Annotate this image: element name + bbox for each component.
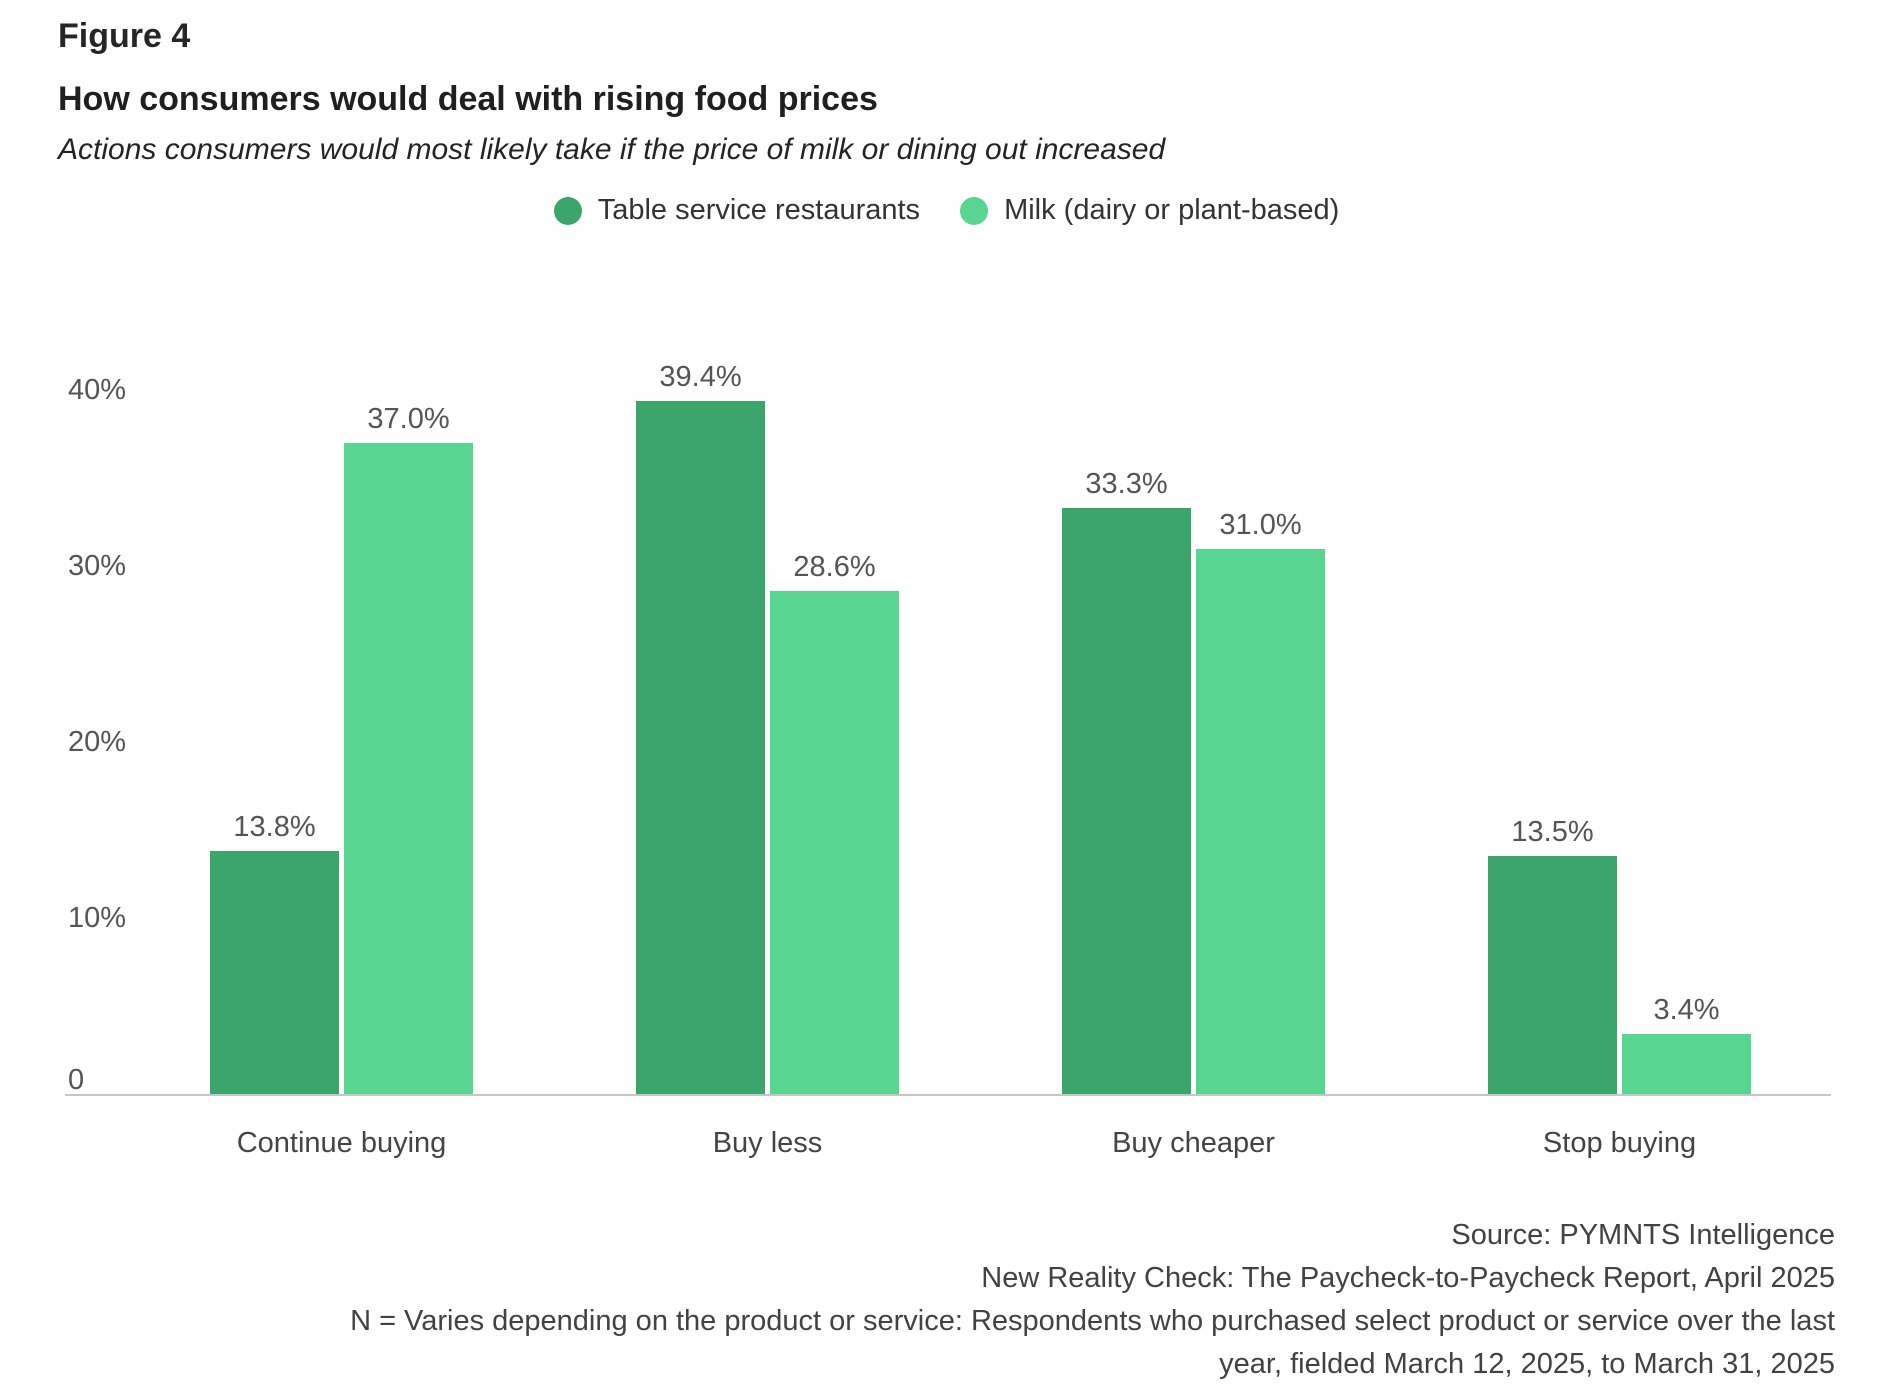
legend-item-table-service-restaurants: Table service restaurants — [553, 194, 921, 227]
category-group-buy-less: 39.4% 28.6% Buy less — [636, 355, 899, 1159]
legend-dot-icon — [553, 196, 582, 225]
y-axis-tick-0: 0 — [68, 1064, 85, 1096]
legend-item-milk: Milk (dairy or plant-based) — [960, 194, 1339, 227]
bar-value-label: 28.6% — [793, 550, 876, 583]
bar-value-label: 13.5% — [1511, 816, 1594, 849]
bar-value-label: 37.0% — [367, 402, 450, 435]
bar-table-service-restaurants-continue-buying: 13.8% — [210, 811, 339, 1094]
y-axis-tick-40: 40% — [68, 374, 127, 407]
legend-label: Table service restaurants — [597, 194, 921, 226]
source-note: Source: PYMNTS Intelligence New Reality … — [58, 1214, 1835, 1386]
bar-table-service-restaurants-stop-buying: 13.5% — [1488, 816, 1617, 1094]
x-axis-category-label: Buy cheaper — [1112, 1127, 1275, 1159]
legend-label: Milk (dairy or plant-based) — [1004, 194, 1340, 226]
bar-value-label: 3.4% — [1653, 994, 1720, 1027]
bar-milk-dairy-or-plant-based-buy-less: 28.6% — [770, 551, 899, 1094]
category-group-stop-buying: 13.5% 3.4% Stop buying — [1488, 355, 1751, 1159]
y-axis-tick-30: 30% — [68, 550, 127, 583]
source-line: year, fielded March 12, 2025, to March 3… — [1219, 1348, 1835, 1380]
bar-value-label: 31.0% — [1219, 508, 1302, 541]
bar-chart-plot-area: 40% 30% 20% 10% 0 13.8% 37.0% Continue buying 3… — [65, 355, 1831, 1159]
bar-value-label: 39.4% — [659, 360, 742, 393]
figure-label: Figure 4 — [58, 17, 191, 55]
chart-title: How consumers would deal with rising foo… — [58, 80, 878, 118]
bar-milk-dairy-or-plant-based-stop-buying: 3.4% — [1622, 994, 1751, 1094]
legend: Table service restaurants Milk (dairy or… — [58, 194, 1835, 227]
x-axis-category-label: Continue buying — [236, 1127, 447, 1159]
chart-subtitle: Actions consumers would most likely take… — [58, 133, 1166, 166]
bar-groups: 13.8% 37.0% Continue buying 39.4% 28.6% Buy l… — [65, 355, 1831, 1159]
source-line: New Reality Check: The Paycheck-to-Paych… — [981, 1262, 1835, 1294]
y-axis-tick-20: 20% — [68, 726, 127, 759]
bar-milk-dairy-or-plant-based-continue-buying: 37.0% — [344, 403, 473, 1094]
category-group-buy-cheaper: 33.3% 31.0% Buy cheaper — [1062, 355, 1325, 1159]
bar-table-service-restaurants-buy-less: 39.4% — [636, 361, 765, 1094]
legend-dot-icon — [960, 196, 989, 225]
y-axis-tick-10: 10% — [68, 902, 127, 935]
x-axis-line — [65, 1094, 1831, 1096]
source-line: Source: PYMNTS Intelligence — [1451, 1219, 1835, 1251]
category-group-continue-buying: 13.8% 37.0% Continue buying — [210, 355, 473, 1159]
bar-value-label: 13.8% — [233, 811, 316, 844]
x-axis-category-label: Stop buying — [1542, 1127, 1697, 1159]
bar-table-service-restaurants-buy-cheaper: 33.3% — [1062, 468, 1191, 1094]
source-line: N = Varies depending on the product or s… — [350, 1305, 1835, 1337]
x-axis-category-label: Buy less — [712, 1127, 823, 1159]
bar-value-label: 33.3% — [1085, 468, 1168, 501]
bar-milk-dairy-or-plant-based-buy-cheaper: 31.0% — [1196, 509, 1325, 1094]
